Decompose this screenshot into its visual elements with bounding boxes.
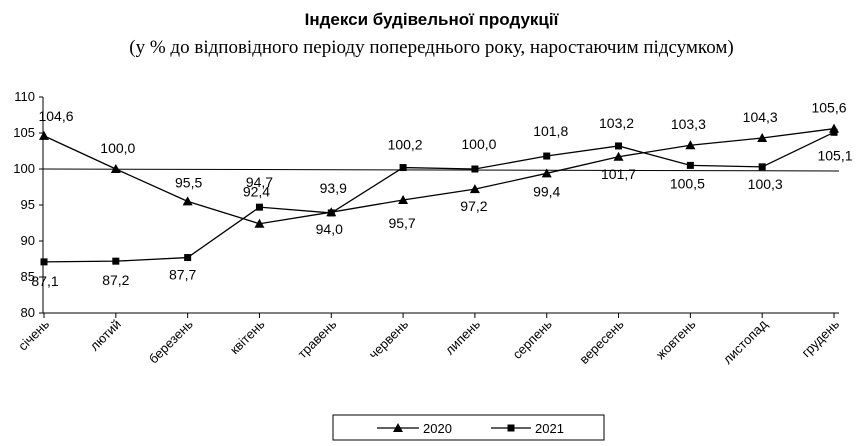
legend-2020-label: 2020 <box>423 421 452 436</box>
series-2021-point <box>686 161 694 169</box>
y-tick-label: 95 <box>21 197 35 212</box>
series-2020-line <box>43 128 835 225</box>
legend: 2020 2021 <box>332 414 605 441</box>
data-label-2021: 93,9 <box>320 180 347 196</box>
y-tick-label: 100 <box>13 161 35 176</box>
series-2021-point <box>112 257 120 265</box>
series-2021-point <box>40 258 48 266</box>
series-2021-point <box>615 142 623 150</box>
y-tick-label: 90 <box>21 233 35 248</box>
legend-2021-marker <box>507 424 515 432</box>
data-label-2021: 105,1 <box>817 147 852 163</box>
series-2021-point <box>543 152 551 160</box>
series-2021-point <box>399 164 407 172</box>
series-2020-point <box>398 194 409 204</box>
x-tick-label: грудень <box>799 316 843 360</box>
reference-line-100 <box>42 168 840 172</box>
data-label-2020: 104,3 <box>743 109 778 125</box>
x-tick-label: травень <box>295 316 340 361</box>
data-label-2021: 100,5 <box>670 175 705 191</box>
series-2020-point <box>110 164 121 173</box>
y-tick-label: 80 <box>21 305 35 320</box>
x-tick-label: лютий <box>87 317 124 354</box>
chart-title: Індекси будівельної продукції <box>304 10 559 29</box>
x-tick-label: серпень <box>509 316 555 362</box>
data-label-2020: 105,6 <box>811 100 846 116</box>
series-2021-line <box>43 131 835 263</box>
series-2020-point <box>685 140 696 150</box>
chart-subtitle: (у % до відповідного періоду попередньог… <box>129 37 734 58</box>
data-label-2020: 95,7 <box>388 215 415 231</box>
x-tick-label: листопад <box>720 316 771 367</box>
data-label-2020: 94,0 <box>316 221 343 237</box>
series-2020-point <box>469 184 480 194</box>
data-label-2020: 101,7 <box>601 166 636 182</box>
x-tick-label: березень <box>146 316 196 366</box>
x-tick-label: січень <box>15 316 52 353</box>
series-2020-point <box>757 133 768 143</box>
y-tick-label: 85 <box>21 269 35 284</box>
data-label-2020: 97,2 <box>460 198 487 214</box>
data-label-2021: 101,8 <box>533 123 568 139</box>
data-label-2020: 100,0 <box>100 140 135 156</box>
legend-2021-label: 2021 <box>535 421 564 436</box>
y-tick-label: 105 <box>13 125 35 140</box>
series-2021-point <box>471 165 479 173</box>
series-2021-point <box>255 203 263 211</box>
series-2020-point <box>613 151 624 161</box>
series-2020-point <box>182 196 193 206</box>
data-label-2021: 87,7 <box>169 267 196 283</box>
data-label-2020: 103,3 <box>671 116 706 132</box>
series-2021-point <box>327 209 335 217</box>
data-label-2021: 87,2 <box>102 272 129 288</box>
series-2020-point <box>39 130 49 140</box>
data-label-2021: 94,7 <box>246 174 273 190</box>
data-label-2021: 100,2 <box>388 137 423 153</box>
data-label-2020: 99,4 <box>533 183 560 199</box>
series-2021-point <box>184 254 192 262</box>
data-label-2021: 87,1 <box>31 273 58 289</box>
series-2020-point <box>541 168 552 178</box>
data-label-2020: 95,5 <box>175 174 202 190</box>
data-label-2020: 104,6 <box>38 108 73 124</box>
x-tick-label: вересень <box>576 316 626 366</box>
data-label-2020: 92,4 <box>243 184 270 200</box>
data-label-2021: 100,3 <box>748 176 783 192</box>
y-tick-label: 110 <box>14 89 35 104</box>
x-tick-label: квітень <box>227 316 268 357</box>
x-tick-label: червень <box>366 316 412 362</box>
series-2020-point <box>254 218 265 228</box>
series-2021-point <box>758 163 766 171</box>
x-tick-label: жовтень <box>653 316 699 362</box>
x-tick-label: липень <box>442 316 483 357</box>
legend-2020-marker <box>393 423 403 432</box>
data-label-2021: 100,0 <box>461 136 496 152</box>
data-label-2021: 103,2 <box>599 115 634 131</box>
series-2021-point <box>830 128 838 136</box>
